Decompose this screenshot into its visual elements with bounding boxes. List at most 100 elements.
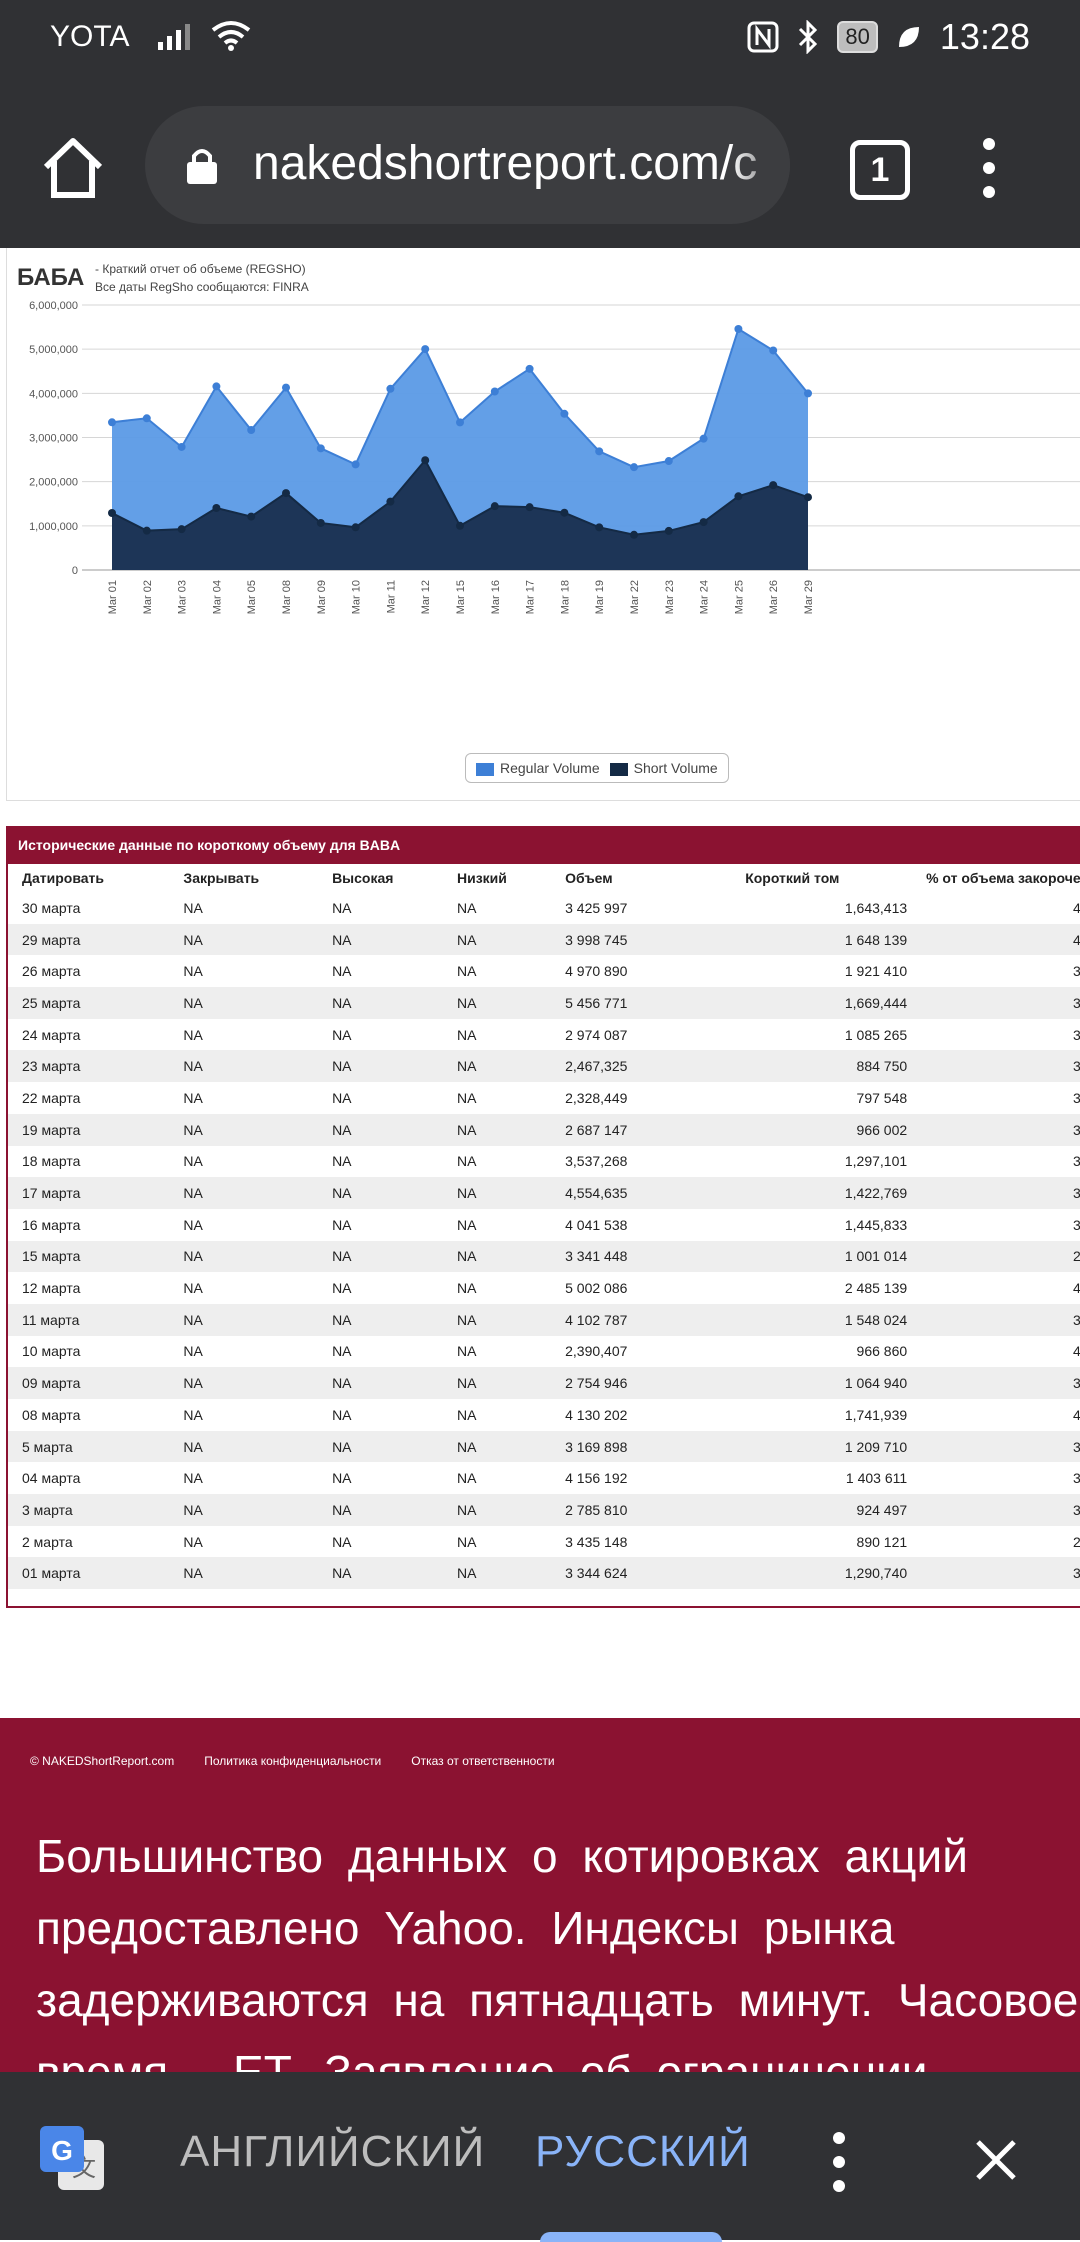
table-cell: 23 марта [8,1050,184,1083]
table-cell: 966 002 [677,1113,908,1146]
table-cell: 2 485 139 [844,1280,908,1297]
table-cell: 41,22 [907,923,1080,956]
chart-subtitle-line1: - Краткий отчет об объеме (REGSHO) [95,262,306,276]
footer-privacy-link[interactable]: Политика конфиденциальности [204,1754,382,1768]
data-point [595,447,604,456]
table-cell: 890 121 [856,1533,908,1550]
table-cell: 18 марта [22,1153,81,1170]
table-cell: 26 марта [22,963,81,980]
data-point [630,530,638,539]
footer-links: © NAKEDShortReport.com Политика конфиден… [30,1754,555,1768]
table-cell: 3 169 898 [565,1430,678,1463]
table-header-cell: Высокая [332,870,394,886]
y-tick-label: 6,000,000 [29,300,78,312]
table-cell: 38,66 [907,1367,1080,1399]
bluetooth-icon [799,20,818,54]
carrier-label: YOTA [50,20,128,53]
data-point [282,489,290,498]
data-point [525,503,534,512]
table-cell: NA [332,1406,352,1423]
chart-subtitle: - Краткий отчет об объеме (REGSHO) Все д… [95,260,309,296]
footer-copyright[interactable]: © NAKEDShortReport.com [30,1754,175,1768]
table-row: 30 марта NA NA NA 3 425 997 1,643,413 47,97 [8,892,1080,924]
series-area-short [112,460,808,570]
y-tick-label: 2,000,000 [29,477,78,489]
x-tick-label: Mar 15 [455,580,467,614]
table-cell: 4 130 202 [565,1406,628,1423]
chart-legend[interactable]: Regular Volume Short Volume [465,753,729,783]
translate-menu-icon[interactable] [832,2132,846,2192]
table-cell: 3 425 997 [565,899,628,916]
table-cell: 31,24 [907,1177,1080,1209]
table-cell: 884 750 [677,1050,908,1083]
home-icon[interactable] [38,133,108,203]
table-header-row: Датировать Закрывать Высокая Низкий Объем Кор… [8,864,1080,892]
data-point [142,414,151,423]
target-language-option[interactable]: РУССКИЙ [535,2127,751,2176]
table-row: 2 марта NA NA NA 3 435 148 890 121 25,91 [8,1526,1080,1558]
x-tick-label: Mar 26 [768,580,780,614]
table-cell: 4 156 192 [565,1470,628,1487]
table-cell: 1,422,769 [677,1177,908,1209]
legend-item-short[interactable]: Short Volume [609,760,718,776]
table-cell: 22 марта [22,1089,81,1106]
table-cell: 11 марта [8,1303,184,1336]
table-cell: 36,67 [1072,1153,1080,1170]
google-translate-icon[interactable]: 文 G [38,2124,106,2192]
table-cell: NA [183,1050,333,1083]
table-cell: 2 марта [22,1533,73,1550]
table-cell: 25,91 [1072,1533,1080,1550]
table-cell: NA [457,899,477,916]
table-cell: NA [183,1113,333,1146]
table-cell: 40,45 [1072,1343,1080,1360]
table-cell: NA [457,963,477,980]
table-cell: 2 687 147 [565,1113,678,1146]
svg-text:G: G [51,2135,73,2166]
clock: 13:28 [939,16,1030,57]
table-cell: NA [457,1430,566,1463]
data-point [804,389,812,398]
table-cell: 1 209 710 [677,1430,908,1463]
table-cell: NA [183,1303,333,1336]
table-cell: 34,25 [1072,1089,1080,1106]
table-cell: NA [457,1153,477,1170]
table-cell: 33,19 [907,1494,1080,1526]
data-point [595,523,604,532]
data-point [734,492,743,501]
data-point [247,425,256,434]
source-language-option[interactable]: АНГЛИЙСКИЙ [180,2127,486,2176]
table-cell: NA [457,923,566,956]
x-tick-label: Mar 09 [316,580,328,614]
table-cell: NA [183,1406,203,1423]
table-cell: NA [332,1367,457,1399]
table-cell: NA [332,1216,352,1233]
table-cell: 2,467,325 [565,1050,678,1083]
table-cell: 3 341 448 [565,1240,678,1273]
table-cell: NA [457,1494,566,1526]
table-cell: 29,96 [907,1240,1080,1273]
legend-item-regular[interactable]: Regular Volume [476,760,600,776]
table-cell: 2,328,449 [565,1089,628,1106]
table-cell: 49,68 [1072,1280,1080,1297]
tab-switcher-button[interactable]: 1 [850,140,910,200]
table-title: Исторические данные по короткому объему … [8,826,1080,864]
table-header-cell: Закрывать [183,870,260,886]
history-table-card: Исторические данные по короткому объему … [6,826,1080,1608]
data-point [664,457,673,466]
data-point [769,481,778,490]
table-cell: NA [183,1430,333,1463]
legend-label-regular: Regular Volume [500,760,600,776]
data-point [142,526,151,535]
table-row: 24 марта NA NA NA 2 974 087 1 085 265 36,49 [8,1019,1080,1051]
footer-disclaimer-link[interactable]: Отказ от ответственности [411,1754,555,1768]
table-cell: NA [183,1240,333,1273]
table-cell: NA [332,987,457,1019]
overflow-menu-icon[interactable] [982,138,996,198]
close-icon[interactable] [972,2136,1020,2184]
table-cell: 1,669,444 [677,987,908,1019]
address-bar[interactable]: nakedshortreport.com/c [145,106,790,224]
table-cell: 1,643,413 [844,899,908,916]
